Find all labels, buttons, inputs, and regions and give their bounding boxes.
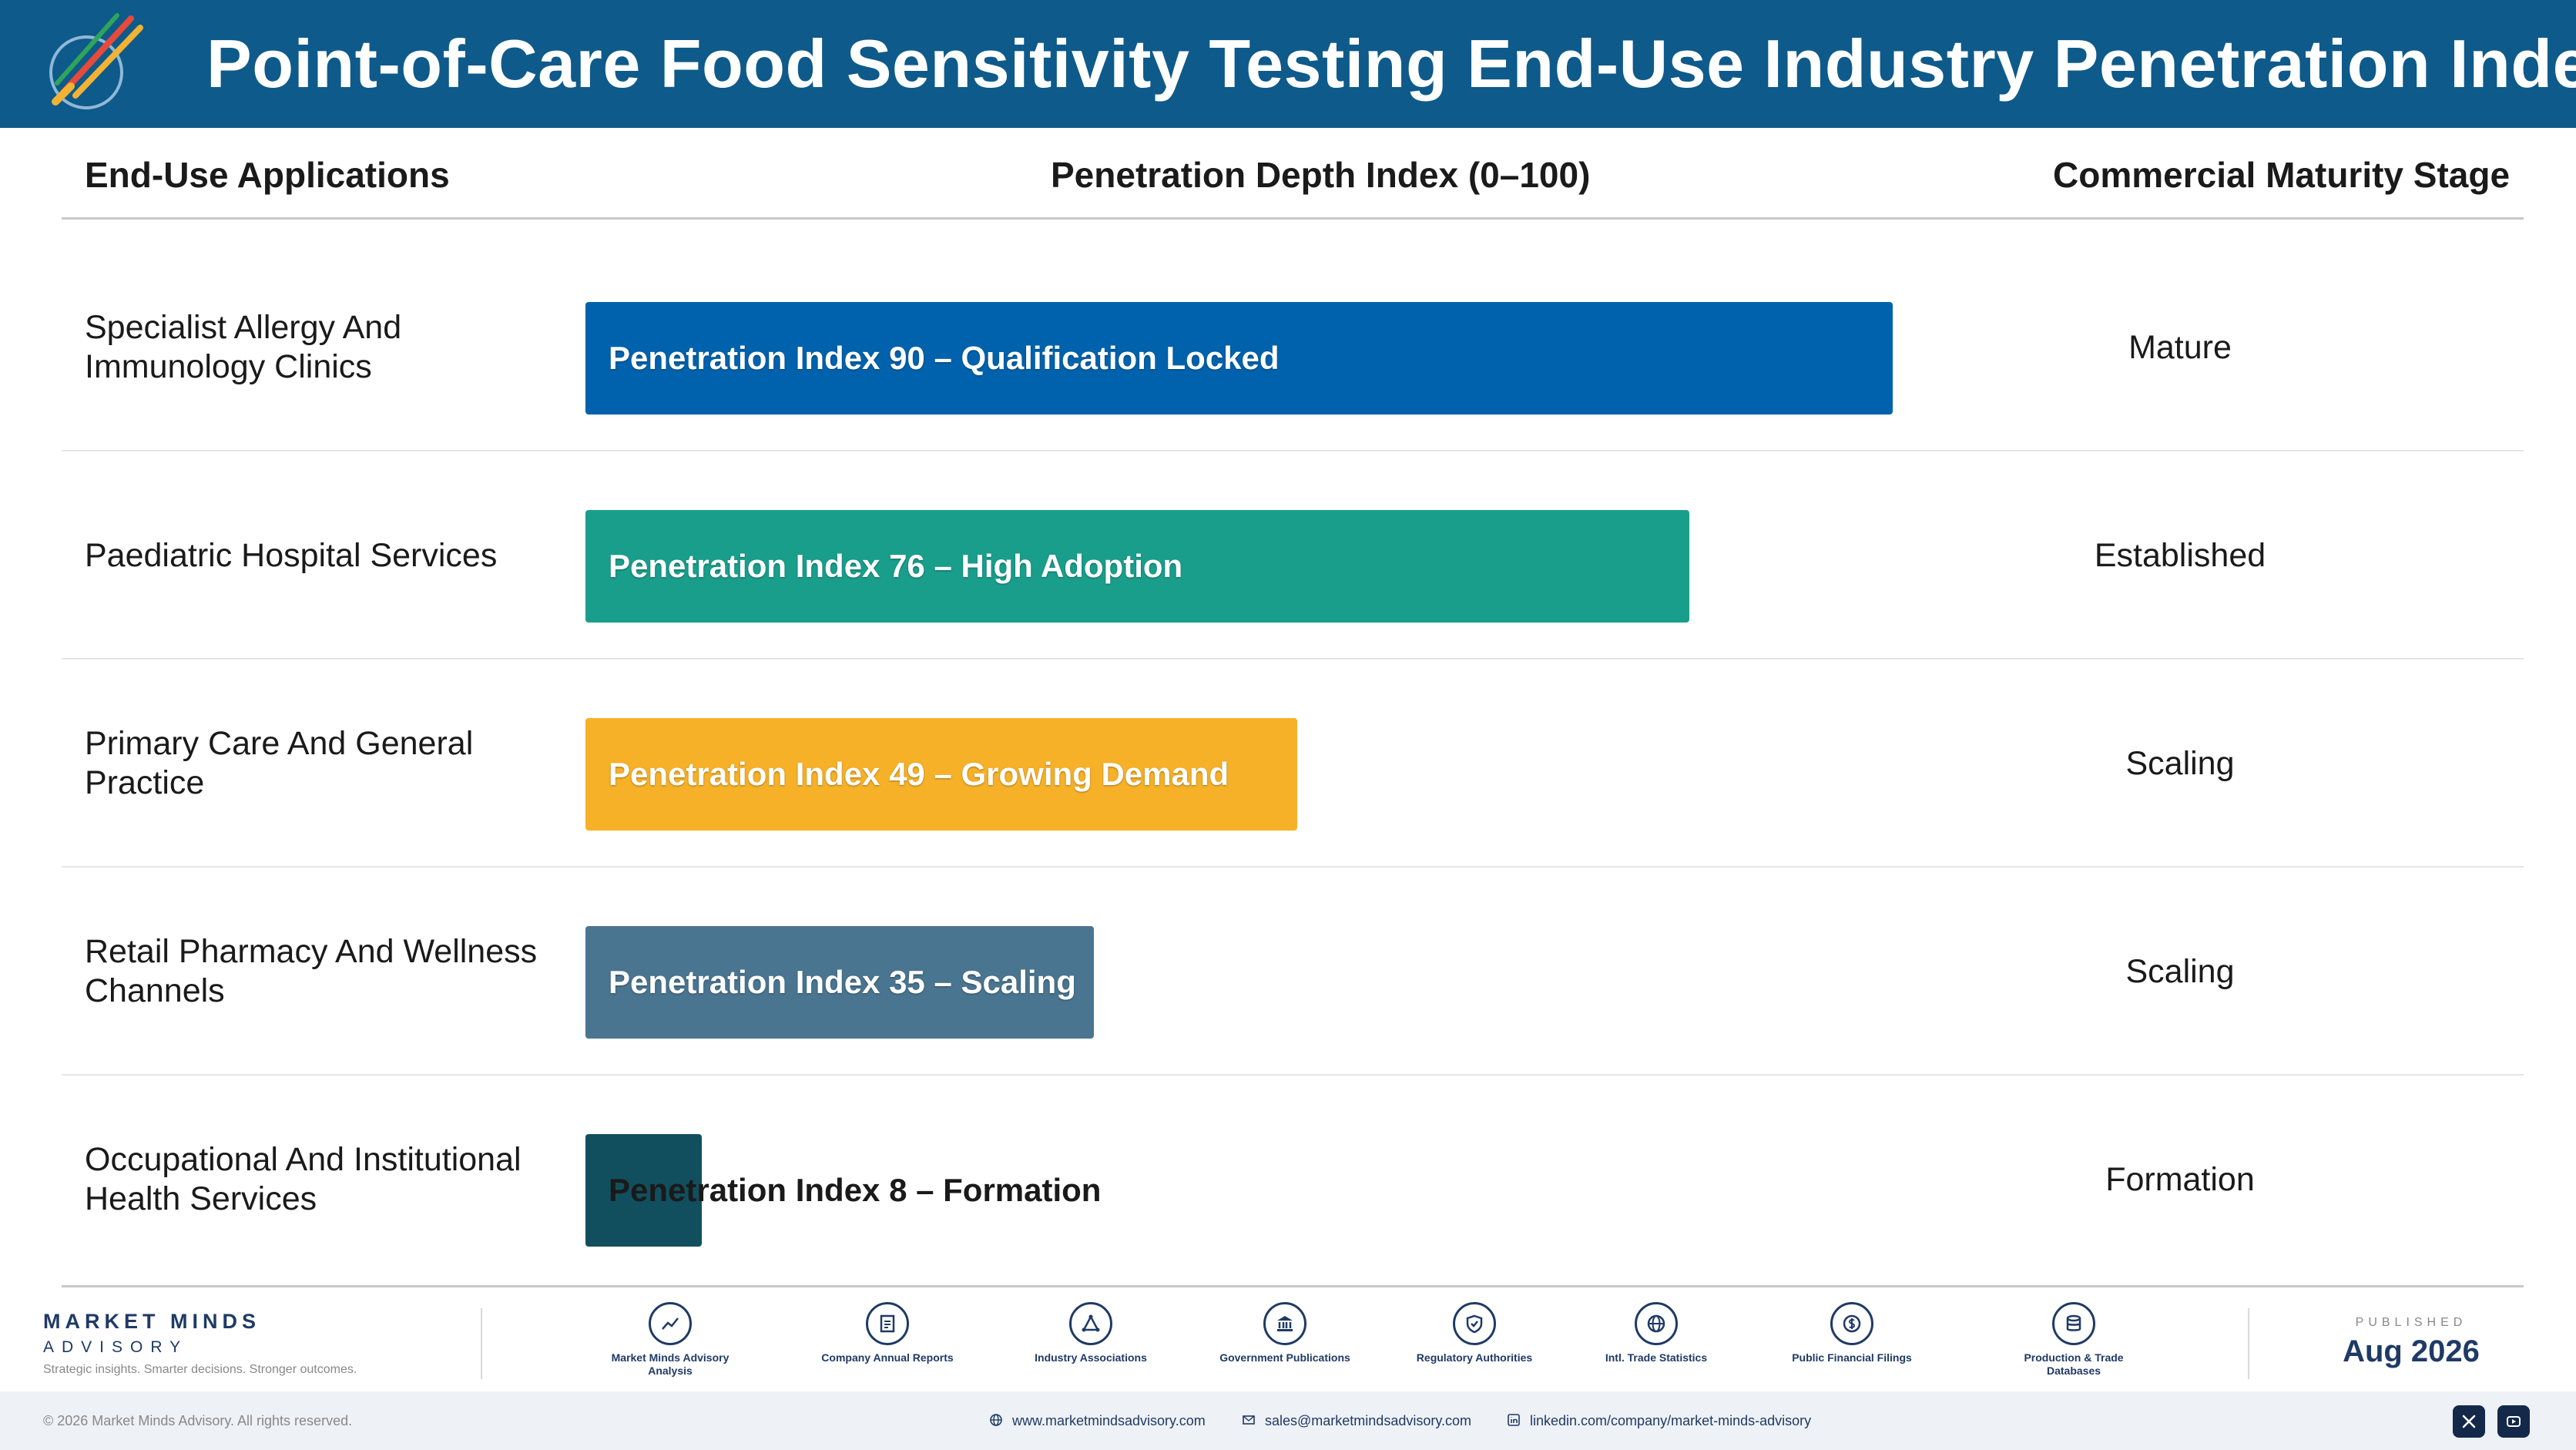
column-header-penetration: Penetration Depth Index (0–100) <box>1051 155 1591 195</box>
table-bottom-divider <box>62 1285 2524 1287</box>
database-icon <box>2052 1302 2095 1345</box>
published-label: PUBLISHED <box>2355 1316 2467 1329</box>
table-row: Retail Pharmacy And Wellness Channels Pe… <box>62 868 2524 1076</box>
penetration-bar <box>585 510 1689 623</box>
website-link[interactable]: www.marketmindsadvisory.com <box>989 1391 1206 1450</box>
source-label: Company Annual Reports <box>821 1351 954 1364</box>
table-row: Primary Care And General Practice Penetr… <box>62 660 2524 868</box>
column-header-stage: Commercial Maturity Stage <box>2053 155 2511 195</box>
x-icon <box>2462 1415 2476 1428</box>
source-item: Public Financial Filings <box>1775 1302 1929 1364</box>
linkedin-link[interactable]: linkedin.com/company/market-minds-adviso… <box>1507 1391 1811 1450</box>
source-label: Production & Trade Databases <box>2024 1351 2124 1377</box>
shield-check-icon <box>1453 1302 1496 1345</box>
application-label: Occupational And Institutional Health Se… <box>85 1141 522 1217</box>
footer-divider <box>2248 1308 2249 1379</box>
header-divider <box>62 217 2524 220</box>
globe-icon <box>990 1414 1002 1427</box>
row-divider <box>62 866 2524 868</box>
linkedin-icon <box>1508 1414 1520 1427</box>
footer-bar: © 2026 Market Minds Advisory. All rights… <box>0 1391 2576 1450</box>
email-text: sales@marketmindsadvisory.com <box>1265 1413 1472 1428</box>
source-label: Industry Associations <box>1035 1351 1147 1364</box>
maturity-stage: Scaling <box>2125 745 2235 782</box>
youtube-icon <box>2507 1416 2521 1427</box>
bar-label: Penetration Index 8 – Formation <box>609 1172 1102 1208</box>
document-icon <box>866 1302 909 1345</box>
website-text: www.marketmindsadvisory.com <box>1012 1413 1206 1428</box>
maturity-stage: Established <box>2094 537 2266 574</box>
row-divider <box>62 450 2524 451</box>
source-label: Public Financial Filings <box>1792 1351 1912 1364</box>
source-label: Market Minds Advisory Analysis <box>611 1351 730 1377</box>
source-label: Intl. Trade Statistics <box>1605 1351 1708 1364</box>
dollar-coin-icon <box>1830 1302 1873 1345</box>
published-block: PUBLISHED Aug 2026 <box>2319 1316 2504 1369</box>
source-item: Industry Associations <box>1014 1302 1168 1364</box>
application-label: Retail Pharmacy And Wellness Channels <box>85 933 538 1009</box>
source-item: Intl. Trade Statistics <box>1579 1302 1733 1364</box>
bar-label: Penetration Index 76 – High Adoption <box>609 548 1183 584</box>
brand-name: MARKET MINDS <box>43 1310 260 1333</box>
source-item: Market Minds Advisory Analysis <box>593 1302 747 1378</box>
source-label: Government Publications <box>1219 1351 1350 1364</box>
source-item: Government Publications <box>1208 1302 1362 1364</box>
brand-tagline: Strategic insights. Smarter decisions. S… <box>43 1363 357 1376</box>
penetration-bar <box>585 302 1893 415</box>
published-date: Aug 2026 <box>2343 1334 2480 1368</box>
maturity-stage: Scaling <box>2125 953 2235 990</box>
table-row: Specialist Allergy And Immunology Clinic… <box>62 243 2524 451</box>
bar-label: Penetration Index 49 – Growing Demand <box>609 756 1229 792</box>
application-label: Primary Care And General Practice <box>85 725 474 801</box>
application-label: Specialist Allergy And Immunology Clinic… <box>85 309 402 385</box>
source-item: Company Annual Reports <box>810 1302 964 1364</box>
penetration-bar <box>585 1134 702 1247</box>
bar-label: Penetration Index 35 – Scaling <box>609 964 1076 1000</box>
brand-block: MARKET MINDS ADVISORY Strategic insights… <box>43 1310 357 1377</box>
market-minds-logo-icon <box>40 9 156 122</box>
footer-divider <box>481 1308 482 1379</box>
row-divider <box>62 1074 2524 1076</box>
table-row: Occupational And Institutional Health Se… <box>62 1076 2524 1284</box>
maturity-stage: Mature <box>2128 329 2232 366</box>
maturity-stage: Formation <box>2105 1161 2255 1198</box>
source-label: Regulatory Authorities <box>1416 1351 1533 1364</box>
source-item: Production & Trade Databases <box>1997 1302 2151 1378</box>
youtube-social-button[interactable] <box>2497 1405 2530 1438</box>
globe-icon <box>1635 1302 1678 1345</box>
email-link[interactable]: sales@marketmindsadvisory.com <box>1242 1391 1471 1450</box>
column-header-applications: End-Use Applications <box>85 155 450 195</box>
penetration-bar <box>585 926 1094 1039</box>
bar-label: Penetration Index 90 – Qualification Loc… <box>609 340 1280 376</box>
row-divider <box>62 658 2524 660</box>
page-title: Point-of-Care Food Sensitivity Testing E… <box>206 25 2576 102</box>
chart-line-icon <box>649 1302 692 1345</box>
network-icon <box>1069 1302 1112 1345</box>
title-banner: Point-of-Care Food Sensitivity Testing E… <box>0 0 2576 128</box>
government-building-icon <box>1263 1302 1306 1345</box>
x-social-button[interactable] <box>2453 1405 2485 1438</box>
table-row: Paediatric Hospital Services Penetration… <box>62 451 2524 660</box>
source-item: Regulatory Authorities <box>1397 1302 1551 1364</box>
copyright-text: © 2026 Market Minds Advisory. All rights… <box>43 1413 353 1428</box>
penetration-bar <box>585 718 1297 831</box>
footer: MARKET MINDS ADVISORY Strategic insights… <box>0 1293 2576 1450</box>
mail-icon <box>1243 1415 1255 1425</box>
linkedin-text: linkedin.com/company/market-minds-adviso… <box>1530 1413 1812 1428</box>
brand-sub: ADVISORY <box>43 1338 189 1356</box>
application-label: Paediatric Hospital Services <box>85 536 498 574</box>
